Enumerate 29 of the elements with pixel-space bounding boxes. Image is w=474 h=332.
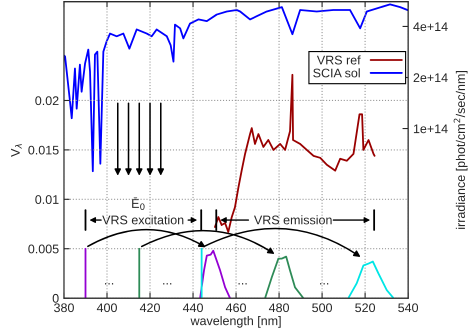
annotation: VRS excitation [102, 215, 184, 224]
x-tick-label: 480 [268, 303, 290, 312]
y2-tick-label: 1e+14 [414, 124, 448, 134]
x-tick-label: 380 [54, 303, 74, 312]
annotation: ... [238, 283, 247, 284]
x-tick-label: 420 [140, 303, 160, 312]
legend-label: SCIA sol [313, 68, 360, 78]
y2-axis-title: irradiance [phot/cm$^{2}$/sec/nm] [454, 71, 468, 229]
annotation: ... [320, 283, 328, 284]
y-tick-label: 0 [52, 294, 59, 303]
annotation: ... [163, 283, 172, 284]
x-axis-title: wavelength [nm] [190, 316, 281, 328]
x-tick-label: 440 [182, 303, 203, 312]
x-tick-label: 540 [398, 303, 418, 312]
y2-tick-label: 2e+14 [414, 73, 448, 82]
annotation: VRS emission [254, 215, 332, 224]
y-tick-label: 0.005 [28, 244, 59, 254]
y-axis-title: V$_{λ}$ [11, 144, 22, 157]
legend-label: VRS ref [316, 55, 361, 65]
x-tick-label: 460 [226, 303, 246, 312]
y-tick-label: 0.01 [35, 195, 59, 204]
x-tick-label: 500 [312, 303, 332, 312]
y-tick-label: 0.015 [28, 146, 59, 155]
annotation: Ē$_{0}$ [132, 197, 145, 210]
x-tick-label: 520 [355, 303, 376, 312]
x-tick-label: 400 [96, 303, 117, 312]
y2-tick-label: 4e+14 [413, 22, 448, 32]
annotation: ... [105, 283, 114, 284]
y-tick-label: 0.02 [35, 96, 59, 106]
